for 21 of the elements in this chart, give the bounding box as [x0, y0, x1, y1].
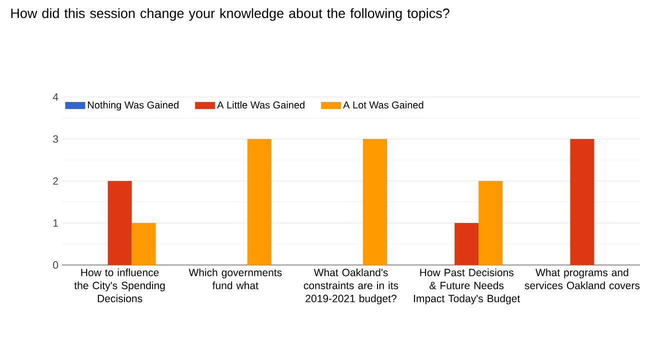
- y-tick-label: 0: [53, 261, 58, 269]
- y-tick-label: 2: [53, 177, 58, 185]
- bar: [478, 181, 503, 265]
- bar: [132, 223, 156, 265]
- legend-label: A Lot Was Gained: [343, 101, 424, 109]
- x-tick-label: What Oakland's constraints are in its 2019-2021 budget?: [304, 268, 398, 304]
- legend-label: A Little Was Gained: [217, 101, 304, 109]
- bar: [247, 139, 272, 265]
- bar: [363, 139, 388, 265]
- x-tick-label: Which governments fund what: [188, 268, 282, 290]
- y-tick-label: 3: [53, 135, 58, 143]
- bar: [108, 181, 132, 265]
- bar: [454, 223, 479, 265]
- x-tick-label: How to influence the City's Spending Decisions: [74, 268, 165, 302]
- bar: [570, 139, 594, 265]
- x-tick-label: How Past Decisions & Future Needs Impact Today's Budget: [414, 268, 520, 304]
- x-tick-label: What programs and services Oakland covers: [524, 268, 640, 290]
- y-tick-label: 1: [53, 219, 58, 227]
- legend-label: Nothing Was Gained: [88, 101, 178, 111]
- chart-title: How did this session change your knowledge about the following topics?: [11, 8, 450, 21]
- y-tick-label: 4: [52, 93, 58, 101]
